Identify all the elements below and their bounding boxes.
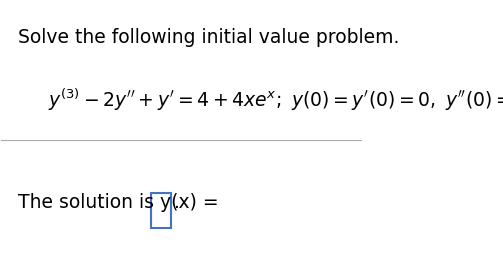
Text: $y^{(3)} - 2y'' + y' = 4 + 4xe^x$$;\ y(0) = y'(0) = 0,\ y''(0) = 1$: $y^{(3)} - 2y'' + y' = 4 + 4xe^x$$;\ y(0… — [48, 87, 503, 113]
Text: The solution is y(x) =: The solution is y(x) = — [18, 193, 224, 212]
Text: .: . — [174, 193, 180, 212]
Text: Solve the following initial value problem.: Solve the following initial value proble… — [18, 28, 399, 47]
FancyBboxPatch shape — [151, 193, 171, 228]
